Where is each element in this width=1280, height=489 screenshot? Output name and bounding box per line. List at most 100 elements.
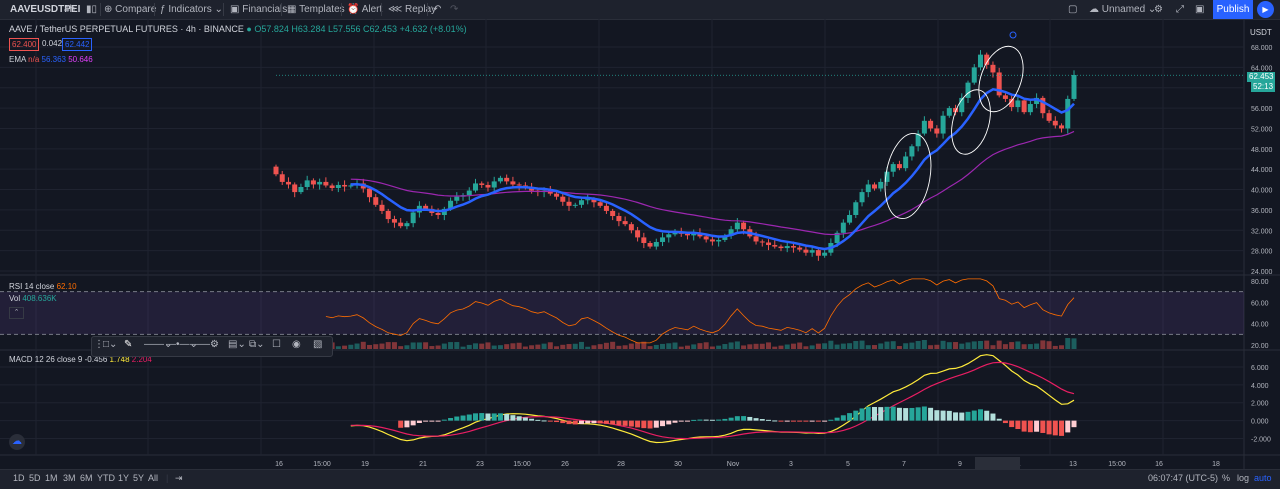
time-tick-label: 19 — [361, 461, 369, 468]
layout-menu[interactable]: ☁ Unnamed ⌄ — [1089, 2, 1156, 17]
undo-icon[interactable]: ↶ — [433, 4, 442, 15]
redo-icon[interactable]: ↷ — [450, 4, 459, 15]
rsi-tick-label: 40.00 — [1251, 322, 1269, 329]
compare-button[interactable]: ⊕ Compare — [104, 2, 156, 17]
range-1y[interactable]: 1Y — [118, 473, 130, 483]
financials-button[interactable]: ▣ Financials — [230, 2, 287, 17]
collapse-chevron-icon[interactable]: ⌃ — [9, 307, 24, 319]
chart-type-icon[interactable]: ▮▯ — [86, 4, 98, 15]
toolbar-divider — [154, 3, 155, 16]
template-icon[interactable]: □⌄ — [103, 339, 118, 350]
candle-body — [510, 181, 516, 185]
line-width-icon[interactable]: —•—⌄ — [166, 339, 198, 350]
currency-label: USDT — [1250, 28, 1272, 37]
macd-legend[interactable]: MACD 12 26 close 9 -0.456 1.748 2.204 — [9, 355, 152, 364]
replay-button[interactable]: ⋘ Replay — [388, 2, 436, 17]
trash-icon[interactable]: ▧ — [313, 339, 323, 350]
volume-bar — [635, 342, 641, 349]
interval-button[interactable]: 4h — [64, 4, 76, 15]
macd-histogram-bar — [1027, 420, 1033, 433]
range-1m[interactable]: 1M — [45, 473, 58, 483]
buy-price-button[interactable]: 62.442 — [62, 38, 93, 51]
volume-bar — [1046, 341, 1052, 349]
macd-histogram-bar — [853, 410, 859, 421]
range-ytd[interactable]: YTD — [97, 473, 115, 483]
volume-bar — [772, 346, 778, 349]
price-tick-label: 40.000 — [1251, 188, 1273, 195]
ema-legend[interactable]: EMA n/a 56.363 50.646 — [9, 55, 93, 64]
sell-price-button[interactable]: 62.400 — [9, 38, 40, 51]
volume-bar — [429, 346, 435, 349]
range-all[interactable]: All — [148, 473, 159, 483]
fullscreen-icon[interactable]: ⤢ — [1176, 4, 1184, 15]
macd-histogram-bar — [872, 406, 877, 421]
candle-body — [1021, 100, 1027, 113]
settings-gear-icon[interactable]: ⚙ — [210, 339, 219, 350]
clone-icon[interactable]: ⧉⌄ — [249, 339, 265, 350]
range-1d[interactable]: 1D — [13, 473, 25, 483]
indicators-button[interactable]: ƒ Indicators ⌄ — [160, 2, 223, 17]
macd-histogram-bar — [535, 419, 541, 421]
line-style-icon[interactable]: ——⌄ — [190, 339, 219, 350]
publish-button[interactable]: Publish — [1213, 0, 1253, 19]
templates-button[interactable]: ▦ Templates — [287, 2, 345, 17]
volume-legend[interactable]: Vol 408.636K — [9, 294, 57, 303]
candle-body — [716, 239, 722, 242]
camera-icon[interactable]: ▣ — [1195, 4, 1205, 15]
volume-bar — [722, 344, 728, 349]
play-icon[interactable]: ▶ — [1257, 1, 1274, 18]
candle-body — [684, 233, 690, 236]
fullscreen-select-icon[interactable]: ▢ — [1068, 4, 1078, 15]
toolbar-divider — [223, 3, 224, 16]
tradingview-logo-icon[interactable]: ☁ — [9, 434, 25, 450]
macd-histogram-bar — [847, 413, 853, 421]
settings-gear-icon[interactable]: ⚙ — [1154, 4, 1163, 15]
volume-bar — [560, 344, 566, 349]
price-tick-label: 32.000 — [1251, 228, 1273, 235]
candle-body — [466, 190, 472, 196]
lock-icon[interactable]: ☐ — [272, 339, 281, 350]
log-toggle[interactable]: log — [1237, 473, 1250, 483]
range-5d[interactable]: 5D — [29, 473, 41, 483]
drag-handle-icon[interactable]: ⋮ — [94, 339, 104, 350]
volume-bar — [1021, 344, 1027, 349]
alert-button[interactable]: ⏰ Alert — [347, 2, 382, 17]
volume-bar — [454, 342, 460, 349]
range-3m[interactable]: 3M — [63, 473, 76, 483]
macd-histogram-bar — [410, 420, 416, 426]
volume-bar — [709, 346, 715, 349]
macd-histogram-bar — [728, 417, 734, 421]
go-to-date-icon[interactable]: ⇥ — [175, 473, 183, 483]
time-tick-label: 28 — [617, 461, 625, 468]
candle-body — [809, 250, 815, 253]
volume-bar — [485, 342, 491, 349]
macd-label: MACD 12 26 close 9 — [9, 355, 83, 364]
macd-histogram-bar — [828, 419, 834, 421]
auto-toggle[interactable]: auto — [1254, 473, 1272, 483]
volume-bar — [766, 342, 772, 349]
range-6m[interactable]: 6M — [80, 473, 93, 483]
macd-histogram-bar — [684, 420, 690, 422]
percent-toggle[interactable]: % — [1222, 473, 1231, 483]
financials-label: Financials — [242, 4, 288, 15]
line-color-icon[interactable]: ——⌄ — [144, 339, 173, 350]
range-5y[interactable]: 5Y — [133, 473, 145, 483]
volume-bar — [678, 346, 684, 349]
alarm-icon: ⏰ — [347, 4, 360, 15]
candle-body — [391, 219, 397, 223]
visibility-intervals-icon[interactable]: ▤⌄ — [228, 339, 246, 350]
time-tick-label: 15:00 — [513, 461, 531, 468]
chart-canvas[interactable]: 68.00064.00060.00056.00052.00048.00044.0… — [0, 19, 1280, 469]
pen-color-icon[interactable]: ✎ — [124, 339, 133, 350]
volume-bar — [921, 340, 927, 349]
macd-histogram-bar — [766, 419, 772, 421]
time-tick-label: Nov — [727, 461, 740, 468]
clock-timezone[interactable]: 06:07:47 (UTC-5) — [1148, 473, 1219, 483]
rsi-legend[interactable]: RSI 14 close 62.10 — [9, 282, 77, 291]
symbol-search[interactable]: AAVEUSDTPEI — [10, 4, 81, 15]
macd-tick-label: 4.000 — [1251, 383, 1269, 390]
user-drawings — [884, 31, 1024, 219]
macd-histogram-bar — [934, 410, 940, 421]
eye-icon[interactable]: ◉ — [292, 339, 301, 350]
macd-histogram-bar — [628, 420, 634, 427]
